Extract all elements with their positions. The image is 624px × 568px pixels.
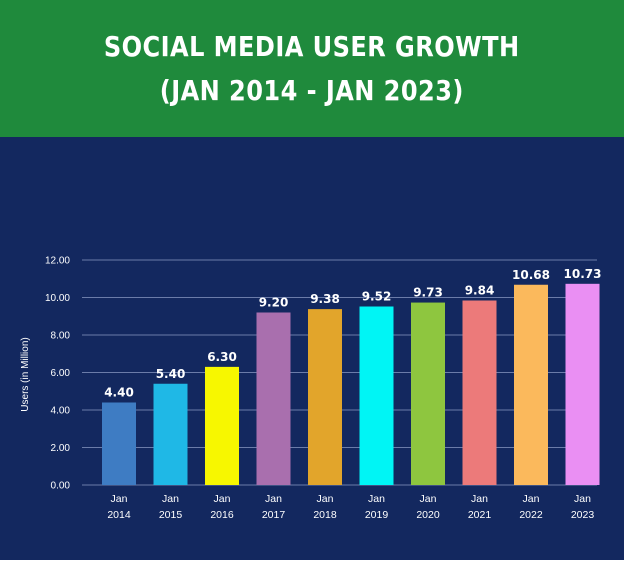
y-tick-label: 4.00 (51, 406, 71, 417)
x-tick-label: 2015 (159, 509, 183, 521)
bar (462, 300, 497, 485)
bar (514, 284, 548, 485)
data-label: 6.30 (207, 350, 237, 364)
data-label: 9.73 (413, 286, 443, 300)
data-label: 9.52 (362, 290, 392, 304)
data-label: 9.20 (259, 296, 289, 310)
x-tick-label: 2019 (365, 509, 389, 521)
x-tick-label: 2022 (519, 509, 543, 521)
y-tick-label: 2.00 (51, 443, 71, 454)
bar (102, 402, 136, 485)
data-label: 9.38 (310, 292, 340, 306)
x-tick-label: Jan (317, 493, 334, 505)
title-banner: SOCIAL MEDIA USER GROWTH (JAN 2014 - JAN… (0, 0, 624, 137)
x-tick-label: 2020 (416, 509, 440, 521)
bar-chart: 0.00 2.00 4.00 6.00 8.00 10.00 12.00 Users (in … (20, 256, 602, 522)
x-tick-label: 2017 (262, 509, 286, 521)
data-label: 5.40 (156, 367, 186, 381)
x-tick-label: Jan (574, 493, 591, 505)
x-tick-label: 2016 (210, 509, 234, 521)
x-tick-label: 2023 (571, 509, 595, 521)
bar (153, 383, 188, 485)
x-tick-label: Jan (368, 493, 385, 505)
chart-title-line-2: (JAN 2014 - JAN 2023) (159, 73, 465, 107)
bottom-border (0, 560, 624, 568)
x-tick-label: Jan (471, 493, 488, 505)
y-tick-label: 0.00 (51, 481, 71, 492)
y-tick-label: 10.00 (45, 293, 70, 304)
x-tick-label: Jan (111, 493, 128, 505)
data-label: 10.68 (512, 268, 550, 282)
x-tick-label: Jan (420, 493, 437, 505)
data-label: 10.73 (564, 267, 602, 281)
x-tick-label: 2014 (107, 509, 131, 521)
bar (565, 283, 600, 485)
bar (411, 302, 445, 485)
x-tick-label: 2018 (313, 509, 337, 521)
x-tick-label: Jan (265, 493, 282, 505)
bar (359, 306, 394, 485)
x-tick-label: 2021 (468, 509, 492, 521)
chart-title-line-1: SOCIAL MEDIA USER GROWTH (104, 29, 520, 63)
y-tick-label: 6.00 (51, 368, 71, 379)
x-tick-label: Jan (162, 493, 179, 505)
x-tick-label: Jan (214, 493, 231, 505)
data-label: 4.40 (104, 386, 134, 400)
y-tick-label: 8.00 (51, 331, 71, 342)
y-axis-title: Users (in Million) (20, 337, 31, 411)
data-label: 9.84 (465, 284, 495, 298)
y-tick-label: 12.00 (45, 256, 70, 267)
bar (205, 366, 239, 485)
x-tick-label: Jan (523, 493, 540, 505)
bar (308, 309, 342, 485)
bar (256, 312, 291, 485)
